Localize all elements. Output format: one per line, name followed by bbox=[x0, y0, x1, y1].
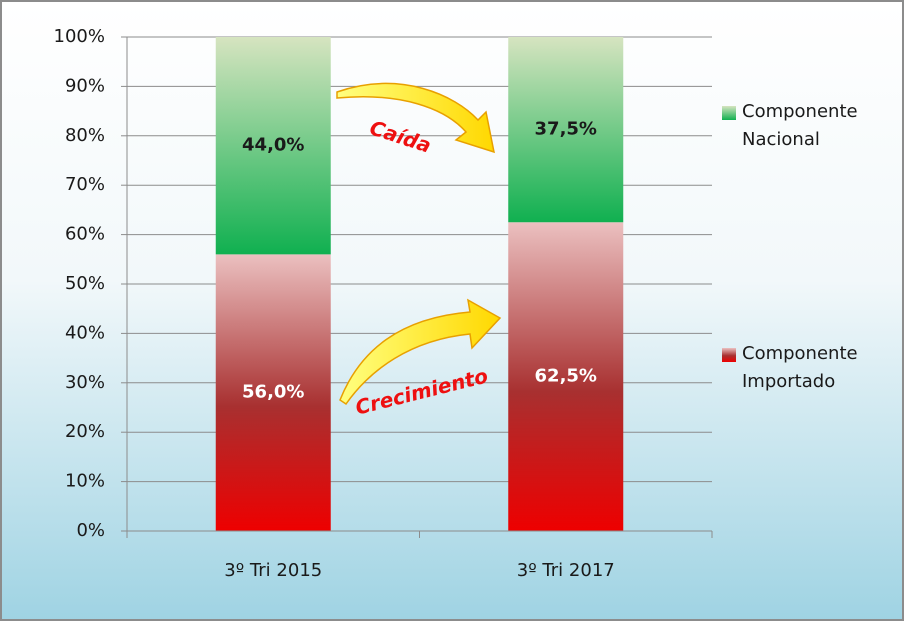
plot-area: 0% 10% 20% 30% 40% 50% 60% 70% 80% 90% 100% 3º Tri … bbox=[54, 26, 713, 581]
x-tick-label: 3º Tri 2015 bbox=[224, 560, 322, 581]
y-tick-label: 20% bbox=[65, 421, 105, 442]
bar-segment bbox=[215, 254, 331, 532]
data-label: 37,5% bbox=[535, 119, 597, 140]
y-tick-label: 30% bbox=[65, 372, 105, 393]
legend-swatch bbox=[722, 106, 736, 120]
y-tick-label: 90% bbox=[65, 75, 105, 96]
legend-label: Componente Nacional bbox=[742, 101, 858, 150]
y-tick-label: 60% bbox=[65, 224, 105, 245]
arrow-up bbox=[339, 298, 502, 406]
y-tick-label: 100% bbox=[54, 26, 105, 47]
data-label: 62,5% bbox=[535, 366, 597, 387]
data-label: 44,0% bbox=[242, 135, 304, 156]
legend-swatch bbox=[722, 348, 736, 362]
y-tick-label: 80% bbox=[65, 125, 105, 146]
y-tick-label: 70% bbox=[65, 174, 105, 195]
bar-segment bbox=[215, 37, 331, 255]
y-tick-label: 0% bbox=[76, 520, 105, 541]
bar-segment bbox=[508, 37, 624, 223]
y-tick-label: 50% bbox=[65, 273, 105, 294]
y-tick-label: 10% bbox=[65, 471, 105, 492]
data-label: 56,0% bbox=[242, 382, 304, 403]
x-tick-label: 3º Tri 2017 bbox=[517, 560, 615, 581]
y-tick-label: 40% bbox=[65, 322, 105, 343]
arrow-down bbox=[336, 82, 495, 154]
bar-segment bbox=[508, 222, 624, 531]
legend-label: Componente Importado bbox=[742, 343, 858, 392]
